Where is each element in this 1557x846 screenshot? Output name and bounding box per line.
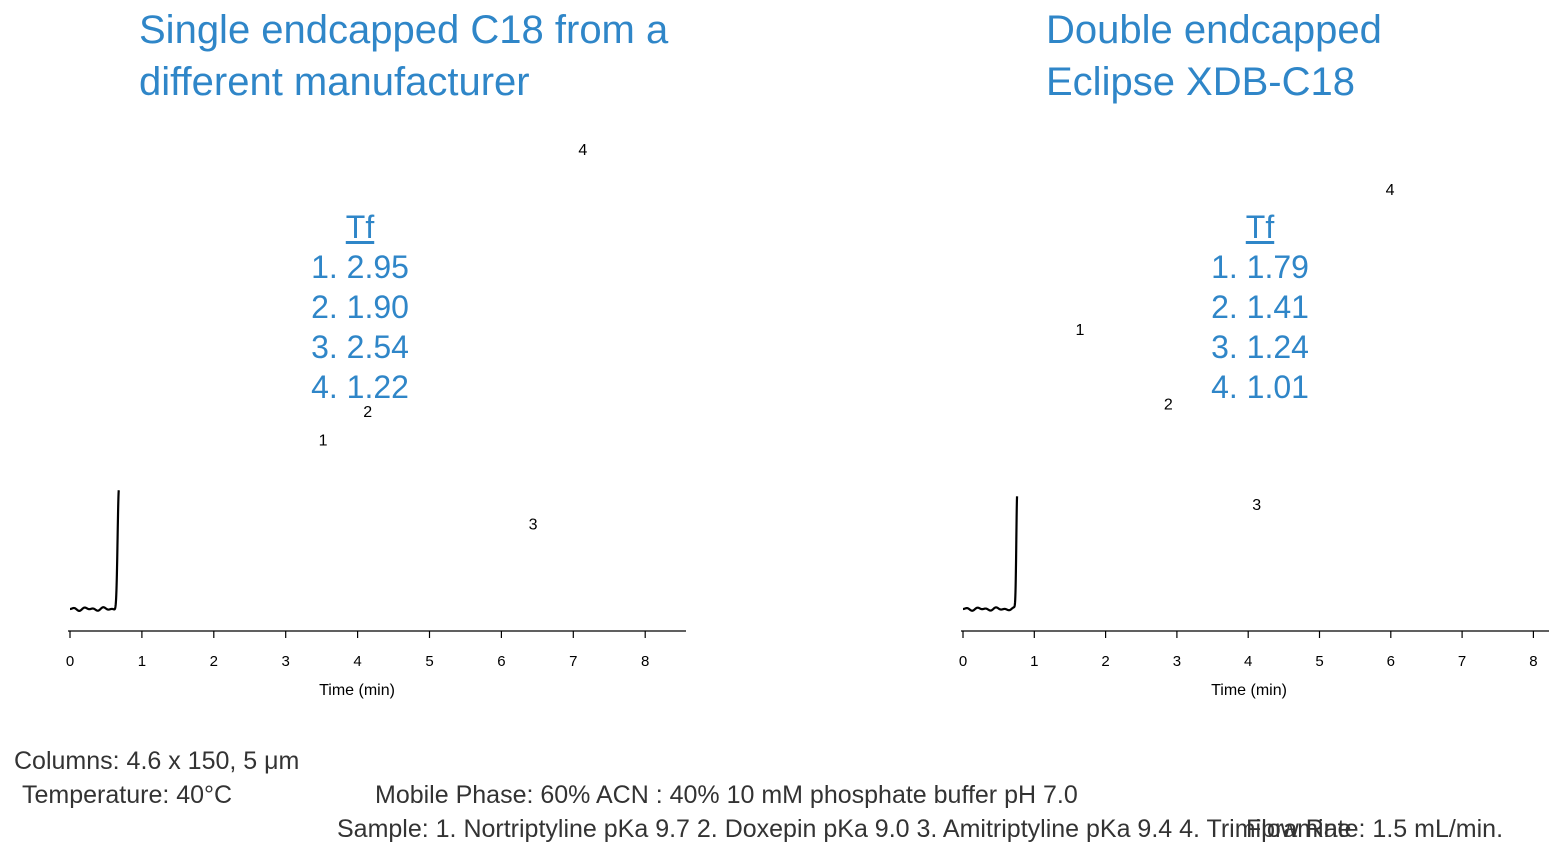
- left-title-line-2: different manufacturer: [139, 60, 530, 104]
- right-chart-title: Double endcapped Eclipse XDB-C18: [1046, 4, 1382, 108]
- x-tick-label: 2: [210, 653, 218, 670]
- right-title-line-1: Double endcapped: [1046, 8, 1382, 52]
- right-title-line-2: Eclipse XDB-C18: [1046, 60, 1356, 104]
- x-tick-label: 0: [959, 653, 967, 670]
- tf-row: 3. 2.54: [311, 329, 409, 365]
- chromatogram-trace: [962, 496, 1019, 612]
- tf-row: 4. 1.01: [1211, 369, 1309, 405]
- x-tick-label: 6: [1387, 653, 1395, 670]
- peak-label: 1: [1075, 322, 1084, 339]
- tf-row: 3. 1.24: [1211, 329, 1309, 365]
- x-tick-label: 4: [353, 653, 361, 670]
- x-axis-label: Time (min): [1211, 682, 1287, 699]
- tf-row: 4. 1.22: [311, 369, 409, 405]
- footer-columns: Columns: 4.6 x 150, 5 μm: [14, 747, 300, 775]
- chromatogram-trace: [69, 490, 120, 612]
- footer-temperature: Temperature: 40°C: [22, 781, 233, 809]
- peak-label: 3: [529, 516, 538, 533]
- x-tick-label: 7: [1458, 653, 1466, 670]
- peak-label: 2: [363, 404, 372, 421]
- right-tailing-factor-list: Tf 1. 1.79 2. 1.41 3. 1.24 4. 1.01: [1200, 207, 1320, 407]
- left-title-line-1: Single endcapped C18 from a: [139, 8, 669, 52]
- tf-row: 1. 2.95: [311, 249, 409, 285]
- peak-label: 2: [1164, 396, 1173, 413]
- x-tick-label: 8: [641, 653, 649, 670]
- x-tick-label: 5: [1315, 653, 1323, 670]
- x-tick-label: 4: [1244, 653, 1252, 670]
- peak-label: 4: [1386, 182, 1395, 199]
- x-tick-label: 0: [66, 653, 74, 670]
- peak-label: 3: [1252, 497, 1261, 514]
- peak-label: 4: [578, 142, 587, 159]
- footer-mobile-phase: Mobile Phase: 60% ACN : 40% 10 mM phosph…: [375, 781, 1078, 809]
- x-tick-label: 5: [425, 653, 433, 670]
- tf-header: Tf: [1245, 209, 1275, 245]
- footer-line-2: Temperature: 40°C Sample: 1. Nortriptyli…: [22, 744, 1351, 846]
- tf-header: Tf: [345, 209, 375, 245]
- x-tick-label: 8: [1529, 653, 1537, 670]
- x-tick-label: 2: [1101, 653, 1109, 670]
- tf-row: 1. 1.79: [1211, 249, 1309, 285]
- x-tick-label: 1: [1030, 653, 1038, 670]
- left-tailing-factor-list: Tf 1. 2.95 2. 1.90 3. 2.54 4. 1.22: [300, 207, 420, 407]
- x-axis-label: Time (min): [319, 682, 395, 699]
- x-tick-label: 1: [138, 653, 146, 670]
- x-tick-label: 3: [1173, 653, 1181, 670]
- tf-row: 2. 1.41: [1211, 289, 1309, 325]
- x-tick-label: 6: [497, 653, 505, 670]
- chromatogram-charts: 0 1 2 3 4 5 6 7 8 Time (min) 1 2 3 4 0 1 2 3 4 5 6 7 8 Time (mi…: [66, 142, 1549, 699]
- x-tick-label: 7: [569, 653, 577, 670]
- left-chart-title: Single endcapped C18 from a different ma…: [139, 4, 668, 108]
- x-tick-label: 3: [282, 653, 290, 670]
- tf-row: 2. 1.90: [311, 289, 409, 325]
- peak-label: 1: [319, 433, 328, 450]
- footer-sample: Sample: 1. Nortriptyline pKa 9.7 2. Doxe…: [337, 815, 1352, 843]
